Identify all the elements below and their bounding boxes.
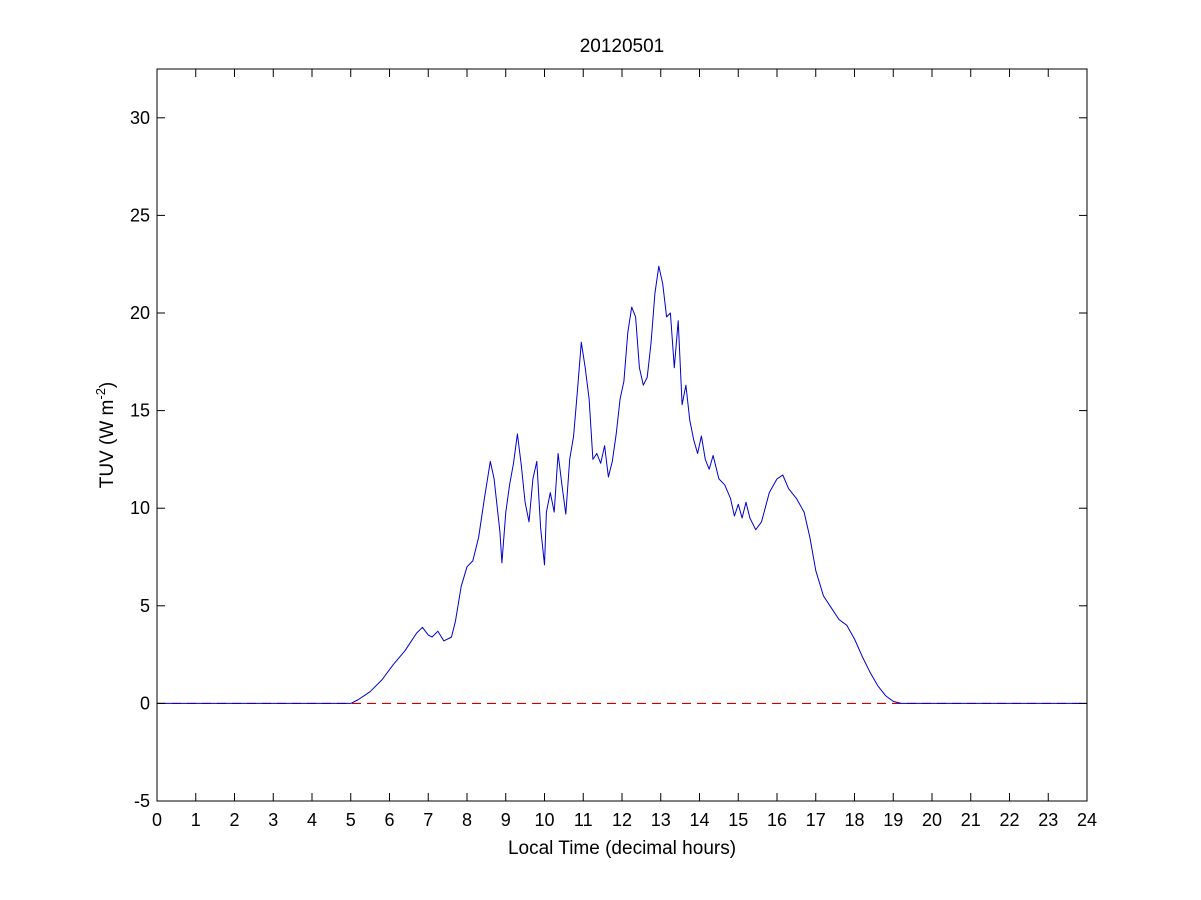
- series-layer: [157, 265, 1087, 704]
- x-tick-label: 12: [612, 810, 632, 830]
- x-tick-label: 19: [883, 810, 903, 830]
- y-tick-label: 30: [130, 108, 150, 128]
- chart-title: 20120501: [580, 36, 665, 57]
- y-axis-title: TUV (W m-2): [93, 382, 118, 489]
- x-tick-label: 10: [534, 810, 554, 830]
- x-tick-label: 22: [999, 810, 1019, 830]
- y-tick-label: 5: [140, 596, 150, 616]
- y-tick-label: -5: [134, 791, 150, 811]
- x-tick-label: 9: [501, 810, 511, 830]
- y-axis-title-main: TUV (W m: [97, 400, 118, 489]
- y-axis-title-superscript: -2: [93, 388, 108, 400]
- y-tick-label: 0: [140, 693, 150, 713]
- x-tick-label: 23: [1038, 810, 1058, 830]
- y-tick-label: 10: [130, 498, 150, 518]
- x-tick-label: 18: [844, 810, 864, 830]
- x-tick-label: 20: [922, 810, 942, 830]
- x-tick-label: 0: [152, 810, 162, 830]
- x-tick-label: 21: [961, 810, 981, 830]
- x-tick-label: 4: [307, 810, 317, 830]
- y-tick-label: 20: [130, 303, 150, 323]
- x-tick-label: 17: [806, 810, 826, 830]
- x-tick-label: 5: [346, 810, 356, 830]
- x-tick-label: 15: [728, 810, 748, 830]
- x-tick-label: 2: [229, 810, 239, 830]
- x-tick-label: 14: [689, 810, 709, 830]
- x-tick-label: 11: [574, 810, 593, 830]
- x-tick-label: 8: [462, 810, 472, 830]
- tuv-series-line: [157, 265, 1087, 704]
- y-tick-label: 25: [130, 205, 150, 225]
- y-axis-title-close: ): [97, 382, 118, 388]
- x-tick-label: 24: [1077, 810, 1097, 830]
- y-tick-label: 15: [130, 401, 150, 421]
- x-tick-label: 16: [767, 810, 787, 830]
- x-tick-label: 13: [651, 810, 671, 830]
- plot-area: [157, 69, 1087, 801]
- x-tick-label: 7: [423, 810, 433, 830]
- x-tick-label: 3: [268, 810, 278, 830]
- x-tick-label: 1: [191, 810, 201, 830]
- labels-layer: 0 1 2 3 4 5 6 7 8 9 10 11 12 13 14 15 16 17 18 19 20 21 22 23 24…: [130, 108, 1097, 830]
- ticks-layer: [156, 69, 1088, 802]
- plot-frame: [156, 68, 1088, 802]
- x-tick-label: 6: [384, 810, 394, 830]
- x-axis-title: Local Time (decimal hours): [508, 838, 736, 859]
